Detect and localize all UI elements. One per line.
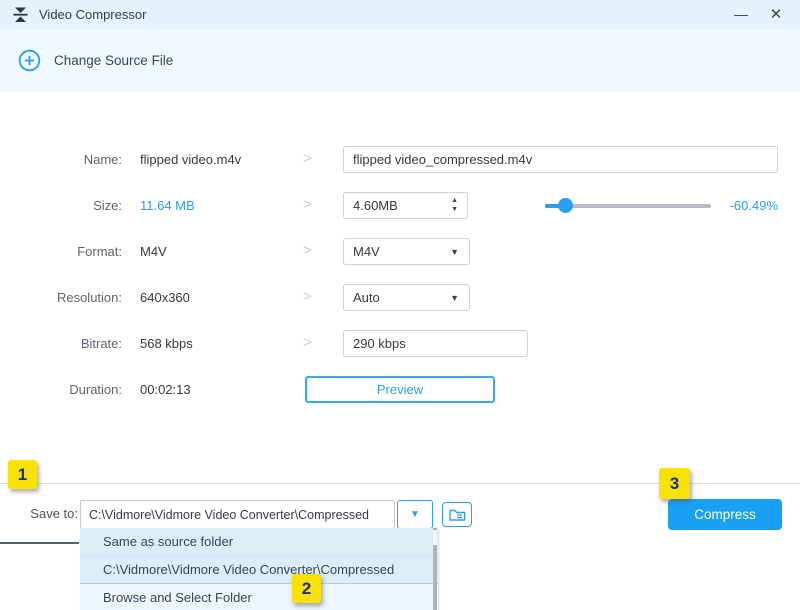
minimize-icon[interactable]: — [734, 6, 748, 22]
chevron-right-icon: > [303, 334, 312, 351]
size-spinner: ▲ ▼ [451, 197, 458, 213]
window-title: Video Compressor [39, 7, 147, 22]
output-name-input[interactable] [343, 146, 778, 173]
name-row: Name: flipped video.m4v > [0, 146, 800, 173]
step-3-badge: 3 [659, 468, 690, 499]
chevron-down-icon: ▼ [450, 246, 459, 257]
duration-row: Duration: 00:02:13 Preview [0, 376, 800, 403]
format-label: Format: [77, 244, 122, 259]
save-to-label: Save to: [30, 506, 78, 521]
step-2-badge: 2 [292, 574, 321, 603]
spinner-up-icon[interactable]: ▲ [451, 197, 458, 204]
bitrate-label: Bitrate: [80, 336, 122, 351]
format-select[interactable]: M4V ▼ [343, 238, 470, 265]
chevron-right-icon: > [303, 150, 312, 167]
close-icon[interactable]: ✕ [769, 6, 783, 23]
source-resolution-value: 640x360 [140, 290, 190, 305]
compress-app-icon [12, 6, 29, 23]
compression-percent: -60.49% [729, 198, 778, 213]
source-name-value: flipped video.m4v [140, 152, 242, 167]
source-bitrate-value: 568 kbps [140, 336, 193, 351]
folder-icon [448, 508, 466, 521]
spinner-down-icon[interactable]: ▼ [451, 206, 458, 213]
size-label: Size: [93, 198, 122, 213]
resolution-selected-value: Auto [353, 290, 380, 305]
step-1-badge: 1 [8, 460, 37, 489]
name-label: Name: [83, 152, 122, 167]
chevron-right-icon: > [303, 288, 312, 305]
duration-label: Duration: [69, 382, 122, 397]
source-duration-value: 00:02:13 [140, 382, 191, 397]
output-size-field: ▲ ▼ [343, 192, 468, 219]
dropdown-scrollbar-thumb[interactable] [433, 530, 437, 545]
save-to-dropdown-toggle[interactable]: ▼ [397, 500, 433, 529]
chevron-down-icon: ▼ [410, 509, 420, 520]
size-row: Size: 11.64 MB > ▲ ▼ -60.49% [0, 192, 800, 219]
format-selected-value: M4V [353, 244, 380, 259]
change-source-file-button[interactable]: Change Source File [18, 49, 173, 72]
bottom-divider [0, 483, 800, 484]
open-folder-button[interactable] [442, 502, 472, 527]
save-to-path-input[interactable] [80, 500, 395, 529]
chevron-right-icon: > [303, 196, 312, 213]
titlebar: Video Compressor — ✕ [0, 0, 800, 29]
compress-button[interactable]: Compress [668, 499, 782, 530]
plus-circle-icon [18, 49, 41, 72]
preview-button[interactable]: Preview [305, 376, 495, 403]
bitrate-row: Bitrate: 568 kbps > [0, 330, 800, 357]
dropdown-option-same-as-source[interactable]: Same as source folder [103, 534, 234, 549]
format-row: Format: M4V > M4V ▼ [0, 238, 800, 265]
subheader: Change Source File [0, 29, 800, 92]
chevron-down-icon: ▼ [450, 292, 459, 303]
dropdown-scrollbar[interactable] [433, 528, 437, 610]
output-bitrate-input[interactable] [343, 330, 528, 357]
size-slider-fill [545, 204, 566, 208]
window-bottom-edge [0, 542, 79, 544]
save-to-dropdown-list: Same as source folder C:\Vidmore\Vidmore… [80, 528, 438, 610]
resolution-select[interactable]: Auto ▼ [343, 284, 470, 311]
dropdown-option-browse[interactable]: Browse and Select Folder [80, 583, 438, 610]
output-size-input[interactable] [344, 198, 452, 213]
size-slider-track[interactable] [545, 204, 711, 208]
change-source-file-label: Change Source File [54, 53, 174, 68]
source-size-value: 11.64 MB [140, 198, 195, 213]
source-format-value: M4V [140, 244, 167, 259]
resolution-label: Resolution: [56, 290, 122, 305]
dropdown-option-default-path[interactable]: C:\Vidmore\Vidmore Video Converter\Compr… [80, 555, 438, 583]
resolution-row: Resolution: 640x360 > Auto ▼ [0, 284, 800, 311]
size-slider-handle[interactable] [558, 198, 573, 213]
chevron-right-icon: > [303, 242, 312, 259]
